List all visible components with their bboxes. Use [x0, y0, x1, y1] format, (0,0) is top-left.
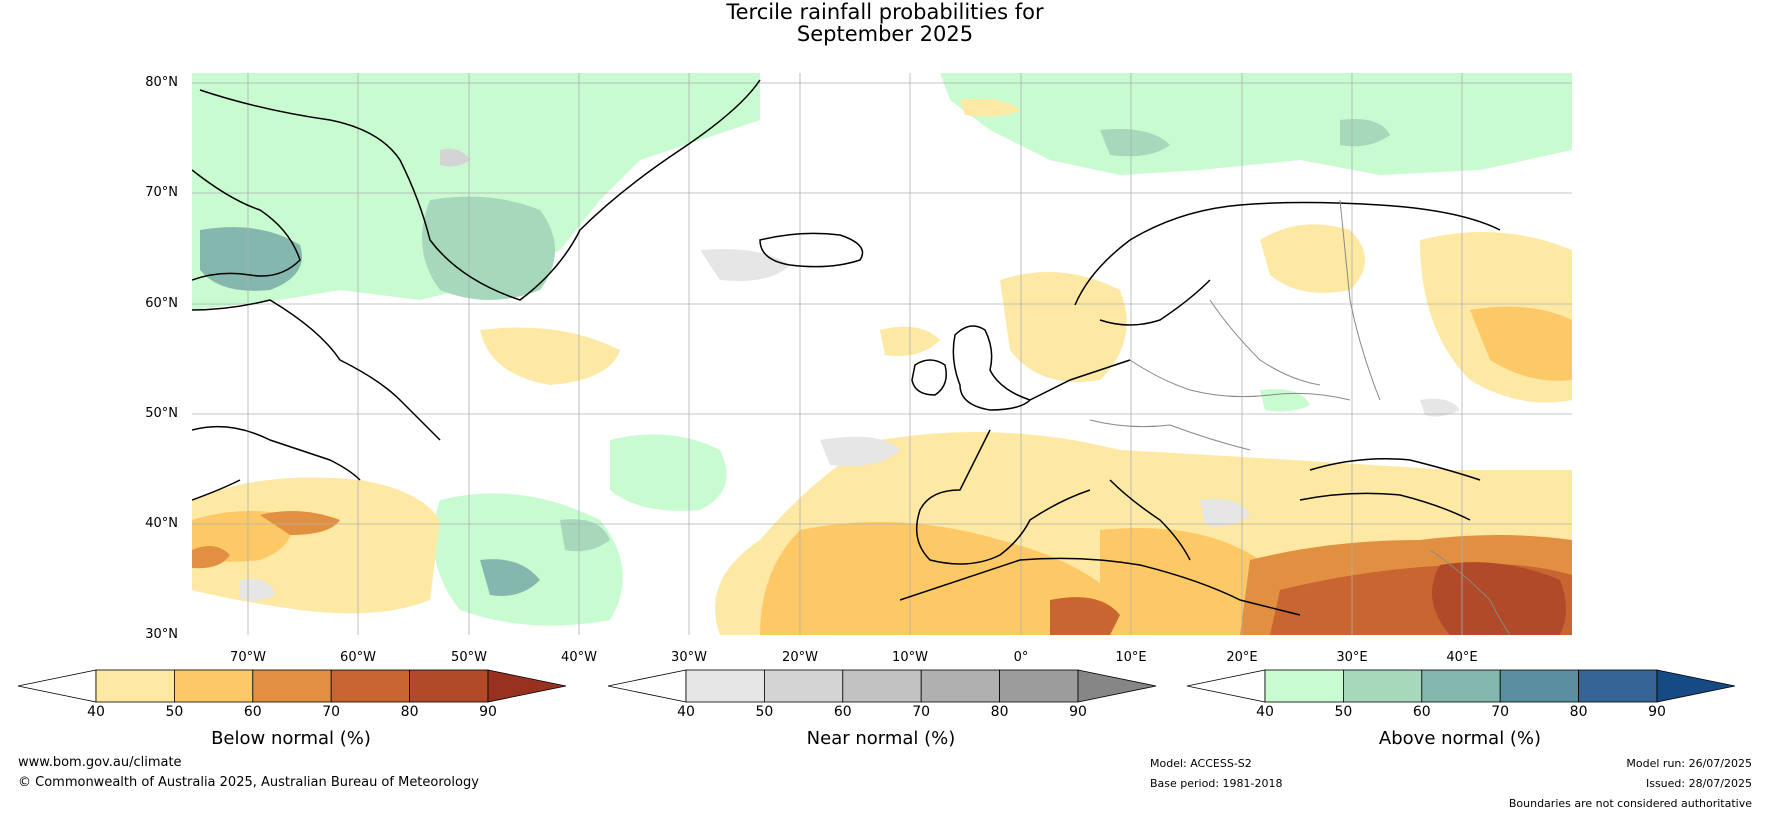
above-normal-fields: [192, 73, 1572, 626]
footer-url: www.bom.gov.au/climate: [18, 755, 182, 770]
footer-copyright: © Commonwealth of Australia 2025, Austra…: [18, 775, 479, 790]
colorbars: [17, 669, 1736, 703]
colorbar-below-segment: [252, 669, 332, 703]
colorbar-above-label: Above normal (%): [1378, 728, 1542, 749]
colorbar-near-low-extend: [607, 669, 687, 703]
colorbar-below-high-extend: [487, 669, 567, 703]
lon-label-40w: 40°W: [561, 650, 597, 665]
lat-label-70n: 70°N: [145, 185, 178, 200]
colorbar-above-segment: [1421, 669, 1501, 703]
colorbar-below-low-extend: [17, 669, 97, 703]
footer-model: Model: ACCESS-S2: [1150, 757, 1252, 770]
colorbar-near-high-extend: [1077, 669, 1157, 703]
lon-label-20e: 20°E: [1226, 650, 1258, 665]
footer-issued: Issued: 28/07/2025: [1645, 777, 1752, 790]
lon-label-60w: 60°W: [340, 650, 376, 665]
lat-label-80n: 80°N: [145, 75, 178, 90]
colorbar-near-tick: 80: [990, 704, 1009, 720]
colorbar-above-segment: [1578, 669, 1658, 703]
lon-label-20w: 20°W: [782, 650, 818, 665]
colorbar-near-segment: [764, 669, 844, 703]
country-borders: [1089, 199, 1511, 635]
colorbar-below-segment: [409, 669, 489, 703]
colorbar-below-tick: 60: [243, 704, 262, 720]
colorbar-below-segment: [95, 669, 175, 703]
colorbar-above-high-extend: [1656, 669, 1736, 703]
footer-model-run: Model run: 26/07/2025: [1626, 757, 1752, 770]
colorbar-near-tick: 50: [755, 704, 774, 720]
colorbar-above-tick: 40: [1256, 704, 1274, 720]
colorbar-near-segment: [920, 669, 1001, 703]
lat-label-60n: 60°N: [145, 296, 178, 311]
colorbar-near-segment: [685, 669, 765, 703]
lon-label-30w: 30°W: [671, 650, 707, 665]
colorbar-below-tick: 80: [400, 704, 419, 720]
colorbar-above-tick: 90: [1648, 704, 1666, 720]
colorbar-above-low-extend: [1186, 669, 1266, 703]
colorbar-below-tick: 50: [165, 704, 184, 720]
colorbar-near-tick: 40: [677, 704, 695, 720]
graticule: [192, 73, 1572, 635]
lat-label-50n: 50°N: [145, 406, 178, 421]
lon-label-10w: 10°W: [892, 650, 928, 665]
lat-label-40n: 40°N: [145, 516, 178, 531]
lon-label-50w: 50°W: [451, 650, 487, 665]
colorbar-above-segment: [1499, 669, 1579, 703]
lon-label-0: 0°: [1013, 650, 1029, 665]
colorbar-near-label: Near normal (%): [806, 728, 956, 749]
colorbar-above-segment: [1264, 669, 1344, 703]
lon-label-70w: 70°W: [230, 650, 266, 665]
colorbar-near-tick: 60: [833, 704, 852, 720]
colorbar-below-label: Below normal (%): [211, 728, 371, 749]
colorbar-above-segment: [1343, 669, 1423, 703]
coastlines: [192, 79, 1501, 616]
lon-label-40e: 40°E: [1446, 650, 1478, 665]
colorbar-above-tick: 70: [1491, 704, 1510, 720]
map-title-line2: September 2025: [796, 22, 974, 46]
map-title-line1: Tercile rainfall probabilities for: [726, 0, 1044, 24]
colorbar-near-tick: 90: [1069, 704, 1087, 720]
lon-label-10e: 10°E: [1115, 650, 1147, 665]
below-normal-fields: [192, 98, 1572, 635]
colorbar-below-segment: [173, 669, 254, 703]
lon-label-30e: 30°E: [1336, 650, 1368, 665]
colorbar-above-tick: 50: [1334, 704, 1353, 720]
colorbar-near-segment: [999, 669, 1079, 703]
lat-label-30n: 30°N: [145, 627, 178, 642]
colorbar-above-tick: 80: [1569, 704, 1588, 720]
colorbar-above-tick: 60: [1412, 704, 1431, 720]
colorbar-near-tick: 70: [912, 704, 931, 720]
colorbar-below-tick: 70: [322, 704, 341, 720]
colorbar-below-segment: [330, 669, 411, 703]
colorbar-below-tick: 90: [479, 704, 497, 720]
footer-disclaimer: Boundaries are not considered authoritat…: [1508, 797, 1752, 810]
colorbar-below-tick: 40: [87, 704, 105, 720]
footer-base-period: Base period: 1981-2018: [1150, 777, 1283, 790]
colorbar-near-segment: [842, 669, 922, 703]
